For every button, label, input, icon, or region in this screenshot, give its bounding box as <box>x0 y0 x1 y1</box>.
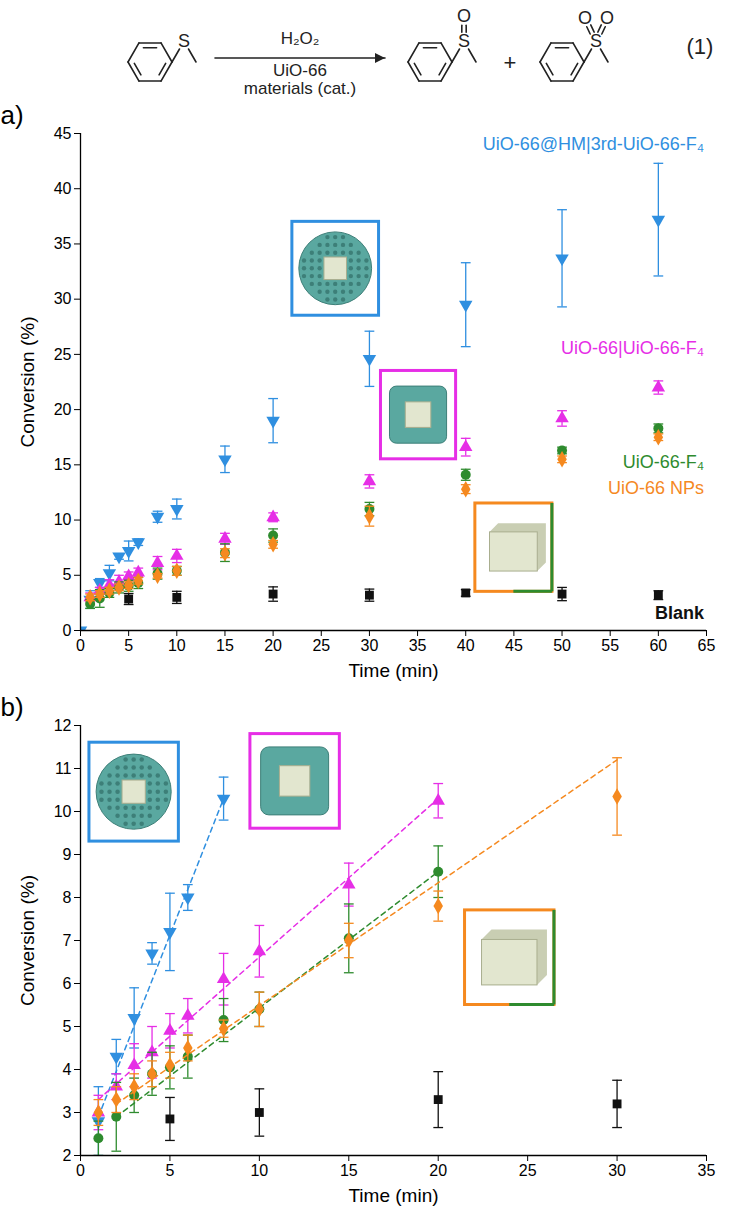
svg-text:UiO-66-F₄: UiO-66-F₄ <box>623 452 704 472</box>
svg-text:25: 25 <box>312 637 330 654</box>
svg-text:S: S <box>458 31 470 51</box>
svg-text:15: 15 <box>54 456 72 473</box>
svg-text:10: 10 <box>250 1162 268 1179</box>
svg-text:(1): (1) <box>687 34 714 59</box>
svg-text:10: 10 <box>54 803 72 820</box>
svg-text:UiO-66@HM|3rd-UiO-66-F₄: UiO-66@HM|3rd-UiO-66-F₄ <box>483 134 704 154</box>
svg-text:8: 8 <box>63 889 72 906</box>
svg-text:UiO-66 NPs: UiO-66 NPs <box>608 478 704 498</box>
svg-text:Blank: Blank <box>655 603 705 623</box>
svg-text:2: 2 <box>63 1147 72 1164</box>
svg-text:10: 10 <box>54 511 72 528</box>
svg-text:50: 50 <box>553 637 571 654</box>
svg-text:5: 5 <box>165 1162 174 1179</box>
svg-text:9: 9 <box>63 846 72 863</box>
svg-text:30: 30 <box>361 637 379 654</box>
svg-text:35: 35 <box>54 235 72 252</box>
svg-text:O: O <box>457 6 471 26</box>
svg-text:0: 0 <box>63 622 72 639</box>
svg-text:45: 45 <box>54 125 72 142</box>
svg-text:60: 60 <box>649 637 667 654</box>
svg-text:0: 0 <box>76 1162 85 1179</box>
svg-text:15: 15 <box>216 637 234 654</box>
svg-text:+: + <box>504 50 517 75</box>
svg-text:35: 35 <box>698 1162 716 1179</box>
svg-text:20: 20 <box>54 401 72 418</box>
svg-text:Conversion (%): Conversion (%) <box>17 317 38 448</box>
svg-text:5: 5 <box>124 637 133 654</box>
svg-text:0: 0 <box>76 637 85 654</box>
svg-text:35: 35 <box>409 637 427 654</box>
svg-text:40: 40 <box>457 637 475 654</box>
svg-text:4: 4 <box>63 1061 72 1078</box>
svg-text:5: 5 <box>63 566 72 583</box>
svg-text:65: 65 <box>698 637 716 654</box>
svg-text:6: 6 <box>63 975 72 992</box>
svg-text:7: 7 <box>63 932 72 949</box>
svg-text:12: 12 <box>54 717 72 734</box>
svg-text:Time (min): Time (min) <box>348 1185 438 1206</box>
svg-text:40: 40 <box>54 180 72 197</box>
svg-text:Conversion (%): Conversion (%) <box>17 875 38 1006</box>
svg-text:20: 20 <box>429 1162 447 1179</box>
svg-text:a): a) <box>0 100 23 130</box>
svg-text:55: 55 <box>601 637 619 654</box>
svg-text:3: 3 <box>63 1104 72 1121</box>
svg-text:O: O <box>578 8 592 28</box>
svg-text:25: 25 <box>54 346 72 363</box>
svg-text:UiO-66: UiO-66 <box>273 61 327 80</box>
svg-text:30: 30 <box>54 290 72 307</box>
svg-text:S: S <box>590 31 602 51</box>
svg-text:b): b) <box>0 692 23 722</box>
svg-text:UiO-66|UiO-66-F₄: UiO-66|UiO-66-F₄ <box>561 338 704 358</box>
svg-text:11: 11 <box>55 760 72 777</box>
svg-text:materials (cat.): materials (cat.) <box>244 79 356 98</box>
svg-text:5: 5 <box>63 1018 72 1035</box>
svg-text:20: 20 <box>264 637 282 654</box>
svg-text:45: 45 <box>505 637 523 654</box>
svg-text:30: 30 <box>608 1162 626 1179</box>
svg-text:15: 15 <box>340 1162 358 1179</box>
svg-text:10: 10 <box>168 637 186 654</box>
svg-text:O: O <box>600 8 614 28</box>
svg-text:25: 25 <box>519 1162 537 1179</box>
svg-text:Time (min): Time (min) <box>348 660 438 681</box>
svg-text:S: S <box>178 31 190 51</box>
svg-text:H₂O₂: H₂O₂ <box>281 29 320 48</box>
